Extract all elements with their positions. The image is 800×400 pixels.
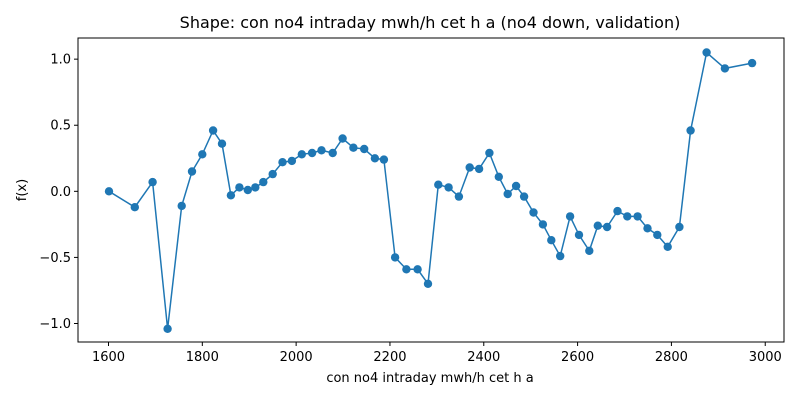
data-point xyxy=(226,191,236,200)
data-point xyxy=(198,150,207,159)
data-point xyxy=(686,126,695,135)
x-tick-label: 2800 xyxy=(655,350,688,365)
data-point xyxy=(278,158,287,167)
data-point xyxy=(208,126,218,135)
y-tick-label: 0.5 xyxy=(50,119,71,134)
data-point xyxy=(338,134,347,143)
data-point xyxy=(104,187,114,196)
x-axis-label: con no4 intraday mwh/h cet h a xyxy=(326,371,533,386)
data-point xyxy=(720,64,730,73)
data-point xyxy=(379,155,389,164)
data-point xyxy=(148,177,157,187)
data-point xyxy=(593,221,602,230)
data-point xyxy=(602,222,612,232)
data-point xyxy=(643,224,652,233)
data-point xyxy=(511,181,521,191)
data-point xyxy=(663,242,672,251)
data-point xyxy=(268,169,277,179)
data-point xyxy=(349,143,358,152)
data-point xyxy=(177,201,186,211)
data-point xyxy=(413,265,422,274)
data-point xyxy=(360,144,369,154)
data-point xyxy=(307,148,317,158)
plot-area xyxy=(77,37,785,343)
data-point xyxy=(556,251,565,261)
data-point xyxy=(454,192,464,201)
data-point xyxy=(565,212,575,221)
y-tick-label: −0.5 xyxy=(39,251,71,266)
data-point xyxy=(251,183,260,192)
data-point xyxy=(434,180,443,189)
data-point xyxy=(585,246,594,255)
x-tick-label: 2000 xyxy=(280,350,313,365)
y-tick-label: 1.0 xyxy=(50,53,71,68)
data-point xyxy=(423,279,433,288)
y-tick-label: −1.0 xyxy=(39,317,71,332)
data-point xyxy=(474,164,484,174)
data-point xyxy=(402,265,411,274)
data-point xyxy=(444,183,453,192)
y-axis-label: f(x) xyxy=(15,179,30,201)
data-point xyxy=(287,156,297,166)
y-tick-label: 0.0 xyxy=(50,185,71,200)
data-point xyxy=(503,189,512,199)
data-point xyxy=(613,206,622,216)
data-point xyxy=(163,324,172,333)
data-point xyxy=(130,203,139,212)
chart-title: Shape: con no4 intraday mwh/h cet h a (n… xyxy=(180,13,681,32)
data-point xyxy=(243,185,252,195)
data-point xyxy=(187,167,197,176)
data-point xyxy=(370,154,380,163)
x-tick-label: 3000 xyxy=(749,350,782,365)
data-point xyxy=(633,212,642,221)
x-tick-label: 1600 xyxy=(92,350,125,365)
data-point xyxy=(529,208,538,217)
data-point xyxy=(317,146,326,155)
data-point xyxy=(494,172,503,181)
data-point xyxy=(217,139,227,148)
data-point xyxy=(390,253,400,262)
data-point xyxy=(485,148,494,158)
data-point xyxy=(297,150,306,159)
x-tick-label: 2200 xyxy=(373,350,406,365)
data-point xyxy=(675,222,684,232)
data-point xyxy=(747,58,757,68)
x-tick-label: 2600 xyxy=(561,350,594,365)
data-point xyxy=(574,230,584,240)
data-point xyxy=(623,212,632,221)
data-point xyxy=(653,230,662,240)
data-point xyxy=(465,163,474,172)
data-point xyxy=(259,177,268,187)
data-point xyxy=(702,48,711,57)
x-tick-label: 1800 xyxy=(186,350,219,365)
data-point xyxy=(235,183,244,192)
x-tick-label: 2400 xyxy=(467,350,500,365)
y-axis: −1.0 −0.5 0.0 0.5 1.0 xyxy=(39,53,78,332)
data-point xyxy=(538,220,548,229)
data-point xyxy=(328,148,337,158)
axes-frame xyxy=(77,37,785,343)
series-line xyxy=(108,51,753,329)
data-point xyxy=(519,192,529,201)
data-point xyxy=(547,236,556,245)
x-axis: 1600 1800 2000 2200 2400 2600 2800 3000 xyxy=(92,342,782,365)
